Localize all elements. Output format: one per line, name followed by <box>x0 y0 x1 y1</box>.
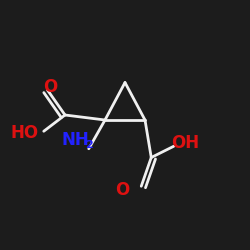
Text: 2: 2 <box>85 140 92 150</box>
Text: OH: OH <box>171 134 199 152</box>
Text: O: O <box>43 78 57 96</box>
Text: HO: HO <box>11 124 39 142</box>
Text: NH: NH <box>61 131 89 149</box>
Text: O: O <box>116 181 130 199</box>
